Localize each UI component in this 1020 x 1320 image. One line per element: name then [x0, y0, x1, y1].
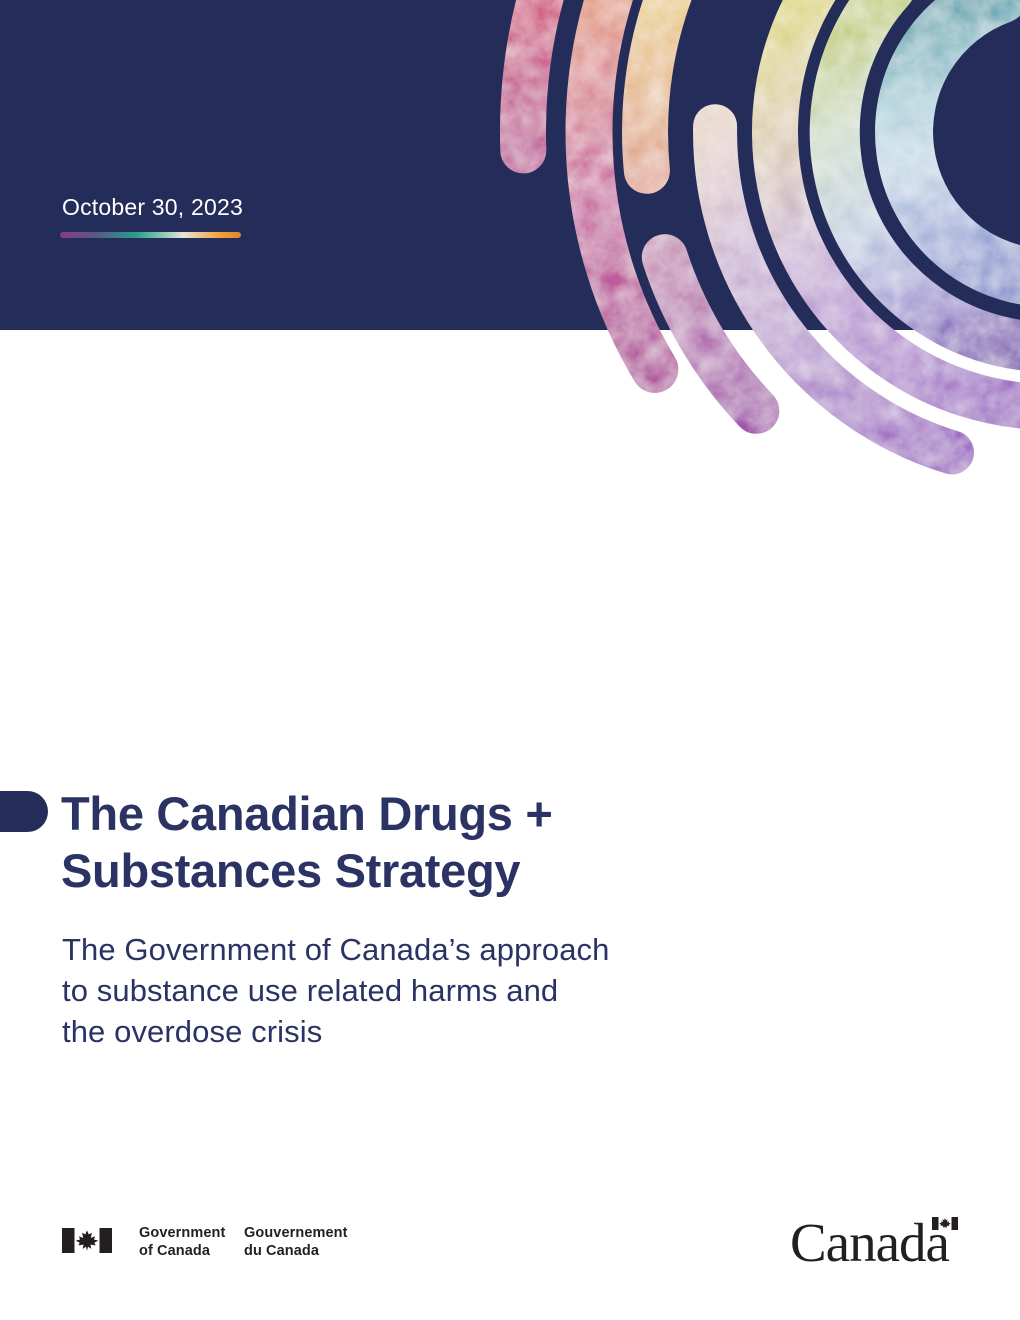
- canada-wordmark: Canada: [790, 1211, 1000, 1273]
- subtitle-line-2: to substance use related harms and: [62, 973, 559, 1008]
- fip-fr-line-1: Gouvernement: [244, 1225, 348, 1241]
- publication-date: October 30, 2023: [62, 194, 243, 220]
- canada-flag-icon: [62, 1228, 112, 1253]
- canada-wordmark-text: Canada: [790, 1212, 950, 1273]
- wordmark-flag-icon: [932, 1217, 958, 1230]
- fip-english-text: Government of Canada: [139, 1225, 225, 1260]
- government-of-canada-signature: Government of Canada Gouvernement du Can…: [62, 1225, 482, 1268]
- header-band: [0, 0, 1020, 330]
- fip-french-text: Gouvernement du Canada: [244, 1225, 348, 1260]
- fip-en-line-2: of Canada: [139, 1242, 210, 1259]
- fip-fr-line-2: du Canada: [244, 1242, 320, 1259]
- subtitle-line-1: The Government of Canada’s approach: [62, 932, 610, 967]
- title-line-1: The Canadian Drugs +: [61, 787, 553, 840]
- page-subtitle: The Government of Canada’s approach to s…: [62, 929, 609, 1052]
- gradient-divider: [60, 232, 241, 238]
- title-accent-pill: [0, 791, 48, 832]
- subtitle-line-3: the overdose crisis: [62, 1014, 323, 1049]
- title-line-2: Substances Strategy: [61, 844, 521, 897]
- page-title: The Canadian Drugs + Substances Strategy: [61, 785, 553, 899]
- fip-en-line-1: Government: [139, 1225, 226, 1241]
